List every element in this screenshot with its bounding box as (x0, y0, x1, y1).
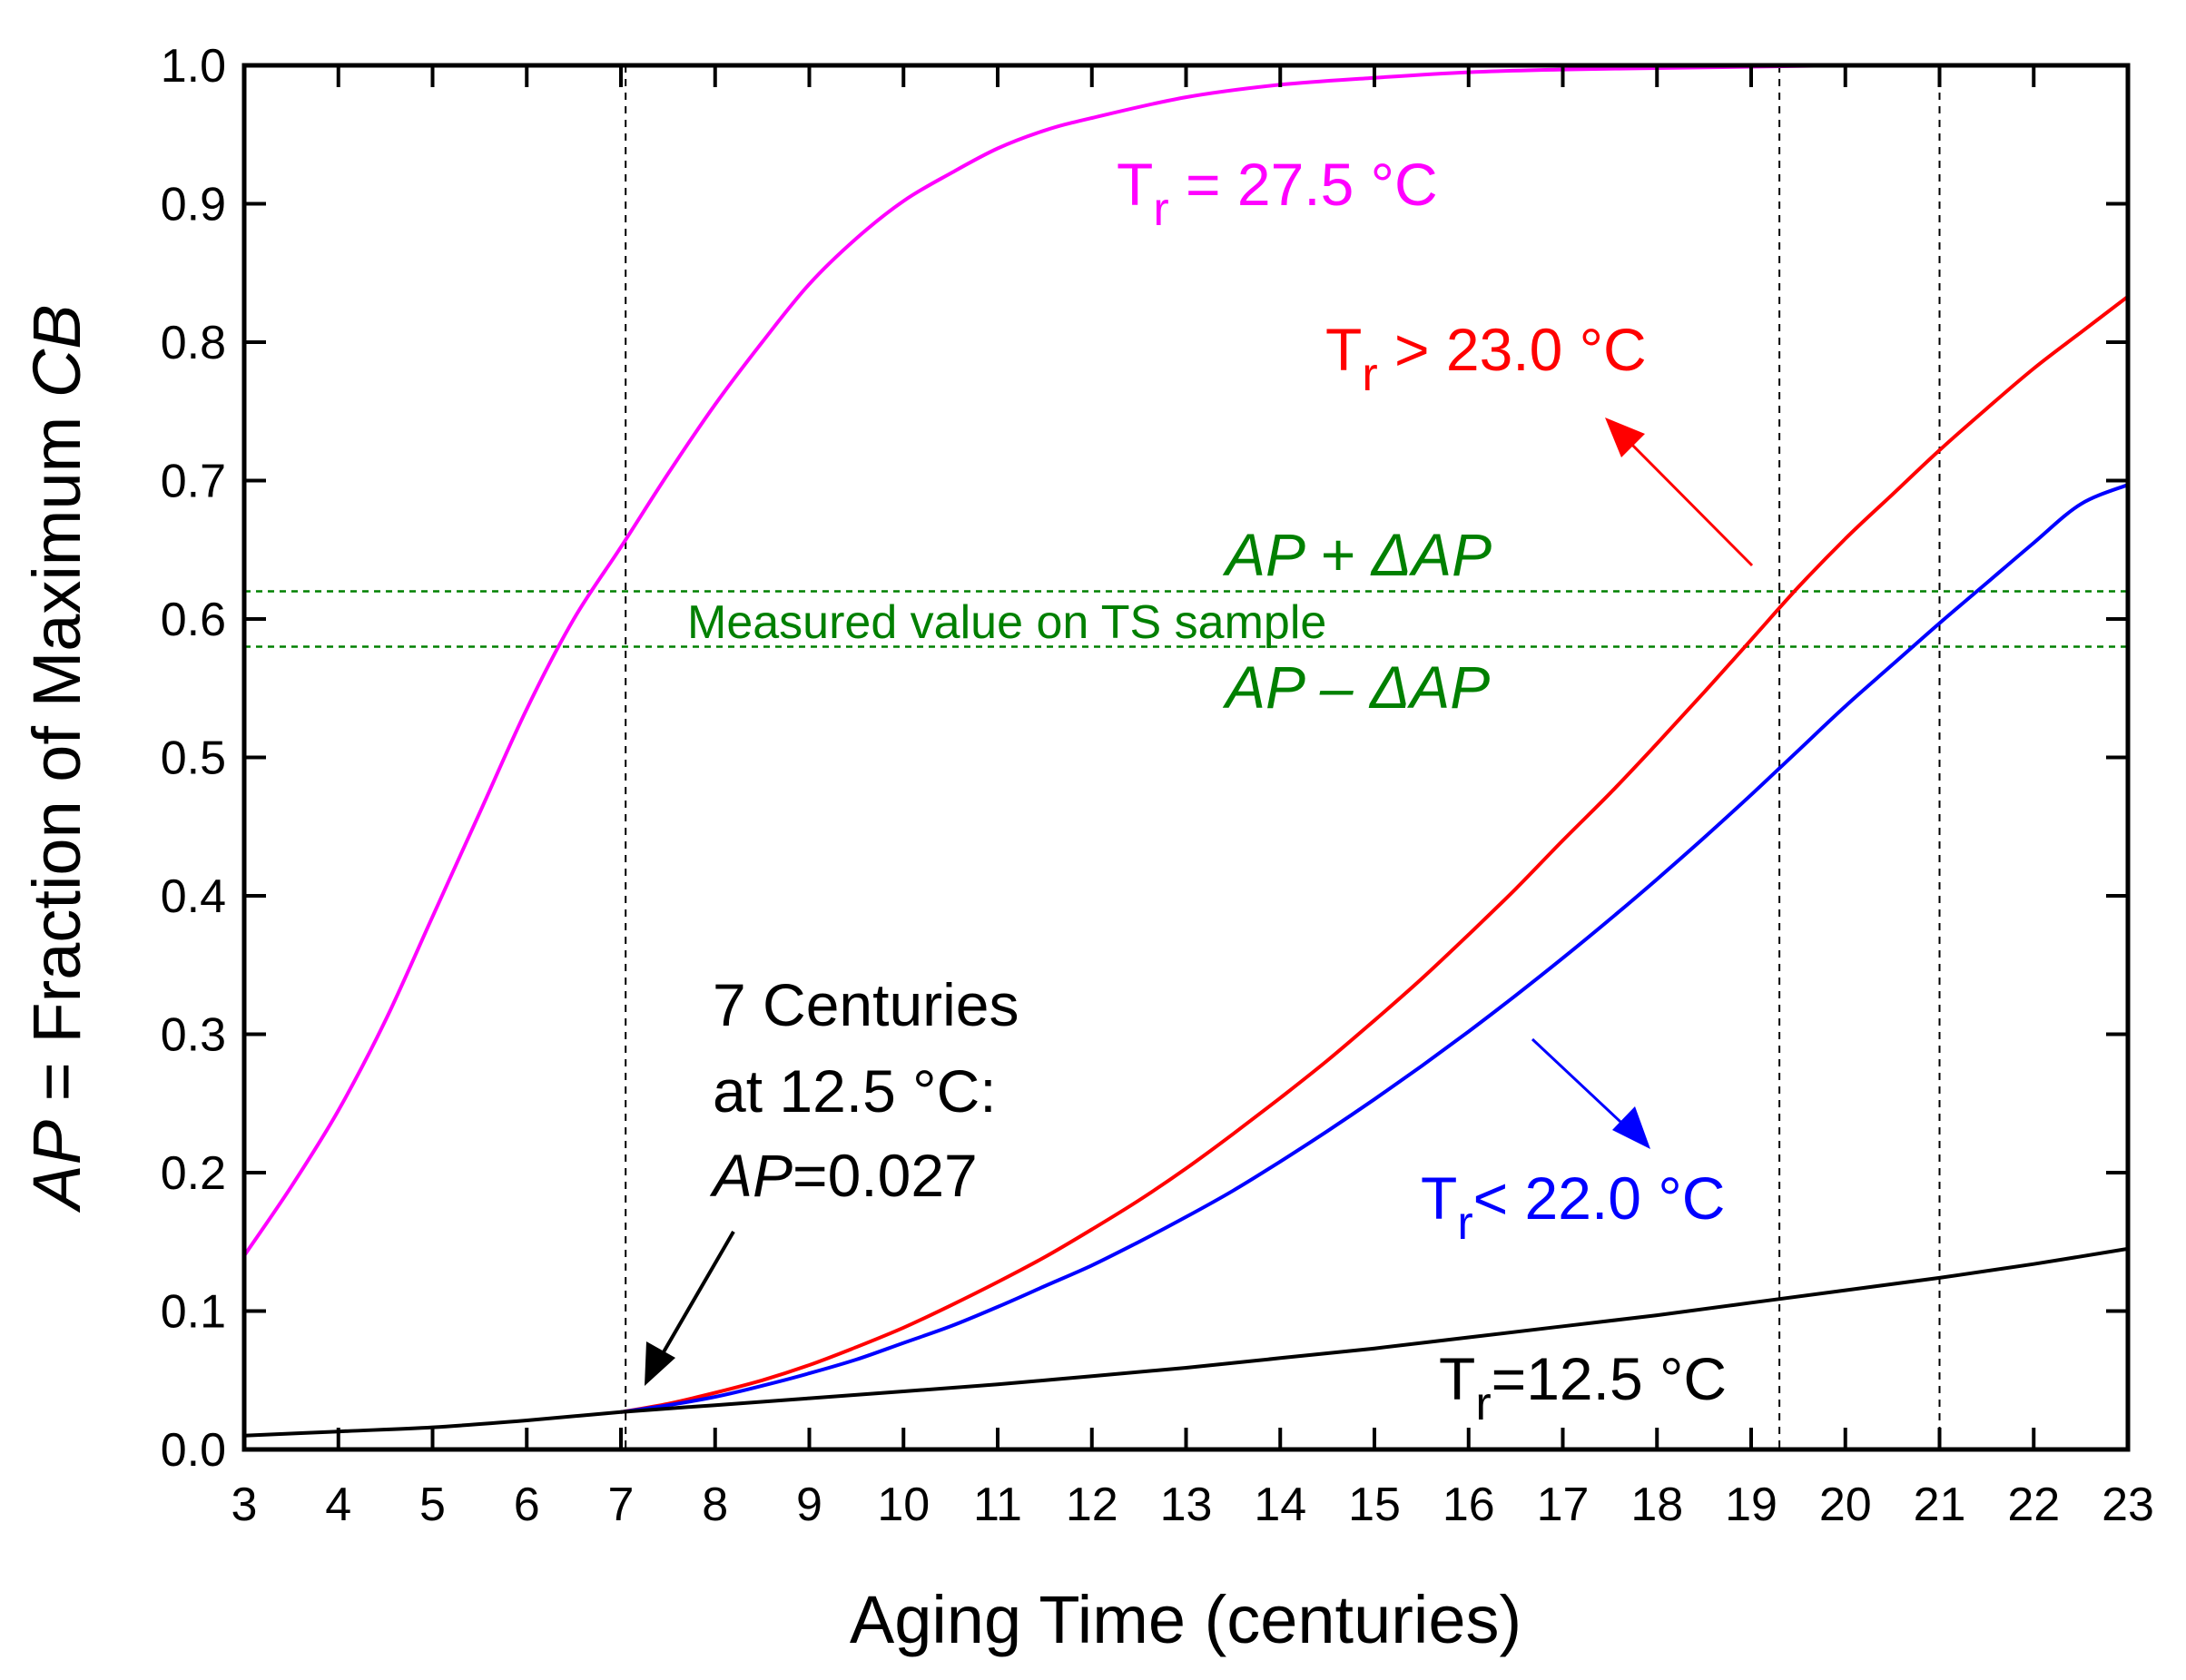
x-tick-label: 3 (231, 1479, 258, 1531)
x-tick-label: 13 (1160, 1479, 1213, 1531)
x-tick-label: 15 (1348, 1479, 1401, 1531)
x-tick-label: 10 (877, 1479, 930, 1531)
y-tick-label: 0.3 (161, 1009, 226, 1062)
y-tick-label: 0.8 (161, 317, 226, 369)
y-tick-label: 0.6 (161, 594, 226, 646)
note-line-2: at 12.5 °C: (713, 1057, 997, 1125)
x-tick-label: 5 (419, 1479, 446, 1531)
label-measured: Measured value on TS sample (687, 596, 1326, 649)
series-line-3 (243, 1246, 2129, 1438)
x-tick-label: 22 (2007, 1479, 2060, 1531)
x-tick-label: 9 (796, 1479, 822, 1531)
x-tick-label: 23 (2102, 1479, 2154, 1531)
note-line-3: AP=0.027 (709, 1142, 978, 1209)
y-tick-label: 0.7 (161, 456, 226, 508)
reference-lines (244, 65, 2128, 1449)
y-tick-label: 1.0 (161, 40, 226, 93)
series-line-2 (620, 483, 2129, 1414)
y-tick-label: 0.2 (161, 1147, 226, 1200)
label-ap-minus: AP – ΔAP (1222, 653, 1490, 721)
x-tick-label: 6 (514, 1479, 540, 1531)
x-tick-label: 12 (1066, 1479, 1118, 1531)
arrow-black-head (645, 1341, 675, 1386)
x-axis-title: Aging Time (centuries) (850, 1582, 1521, 1657)
y-axis-title: AP = Fraction of Maximum CB (19, 304, 94, 1213)
label-tr-12-5: Tr=12.5 °C (1439, 1345, 1727, 1430)
x-tick-label: 19 (1725, 1479, 1777, 1531)
plot-frame (241, 63, 2131, 1452)
x-tick-label: 21 (1914, 1479, 1966, 1531)
y-tick-label: 0.0 (161, 1424, 226, 1477)
arrow-red (1616, 428, 1754, 567)
arrow-black (656, 1230, 735, 1363)
series-line-1 (620, 295, 2130, 1414)
label-tr-22-0: Tr< 22.0 °C (1421, 1164, 1725, 1250)
label-tr-27-5: Tr = 27.5 °C (1117, 151, 1438, 236)
x-tick-label: 16 (1443, 1479, 1495, 1531)
y-tick-label: 0.4 (161, 870, 226, 923)
note-line-1: 7 Centuries (713, 971, 1019, 1038)
x-tick-label: 18 (1630, 1479, 1683, 1531)
x-tick-label: 4 (325, 1479, 351, 1531)
arrow-blue-head (1612, 1106, 1650, 1149)
x-tick-label: 17 (1537, 1479, 1590, 1531)
x-tick-label: 14 (1254, 1479, 1306, 1531)
x-tick-label: 20 (1819, 1479, 1872, 1531)
x-tick-label: 7 (608, 1479, 635, 1531)
x-tick-label: 8 (702, 1479, 728, 1531)
series-layer (242, 63, 2130, 1438)
y-tick-label: 0.9 (161, 179, 226, 231)
x-tick-label: 11 (973, 1479, 1022, 1531)
label-ap-plus: AP + ΔAP (1222, 521, 1492, 588)
arrow-blue (1531, 1037, 1636, 1136)
arrow-red-head (1605, 418, 1645, 457)
series-line-0 (242, 63, 2128, 1257)
y-tick-label: 0.5 (161, 732, 226, 785)
axis-ticks: 3 4 5 6 7 8 9 10 11 12 13 14 15 16 17 18 19 20 21 22 23 0.0 0.… (161, 40, 2154, 1531)
label-tr-23-0: Tr > 23.0 °C (1325, 316, 1647, 401)
y-tick-label: 0.1 (161, 1286, 226, 1339)
